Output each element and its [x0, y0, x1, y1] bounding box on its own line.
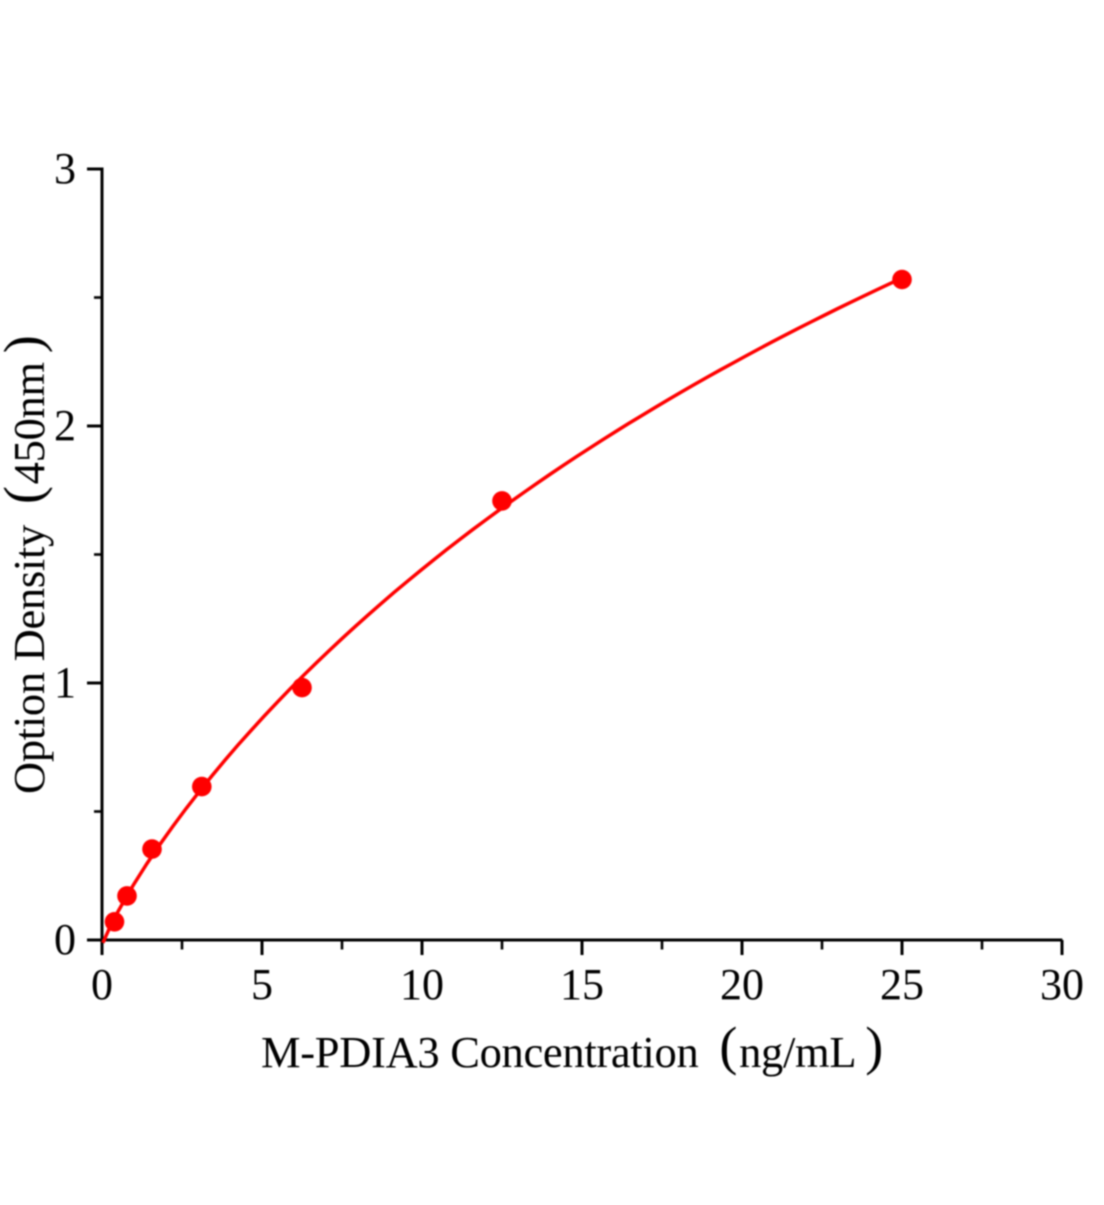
svg-text:0: 0: [91, 960, 113, 1009]
svg-text:15: 15: [560, 960, 604, 1009]
svg-text:0: 0: [54, 915, 76, 964]
svg-text:25: 25: [880, 960, 924, 1009]
svg-text:M-PDIA3 Concentration(ng/mL): M-PDIA3 Concentration (ng/mL): [261, 1016, 883, 1077]
svg-text:10: 10: [400, 960, 444, 1009]
svg-text:3: 3: [54, 144, 76, 193]
svg-text:20: 20: [720, 960, 764, 1009]
svg-text:1: 1: [54, 658, 76, 707]
svg-text:Option Density(450nm): Option Density(450nm): [0, 336, 54, 794]
svg-text:5: 5: [251, 960, 273, 1009]
svg-text:30: 30: [1040, 960, 1084, 1009]
svg-text:2: 2: [54, 401, 76, 450]
